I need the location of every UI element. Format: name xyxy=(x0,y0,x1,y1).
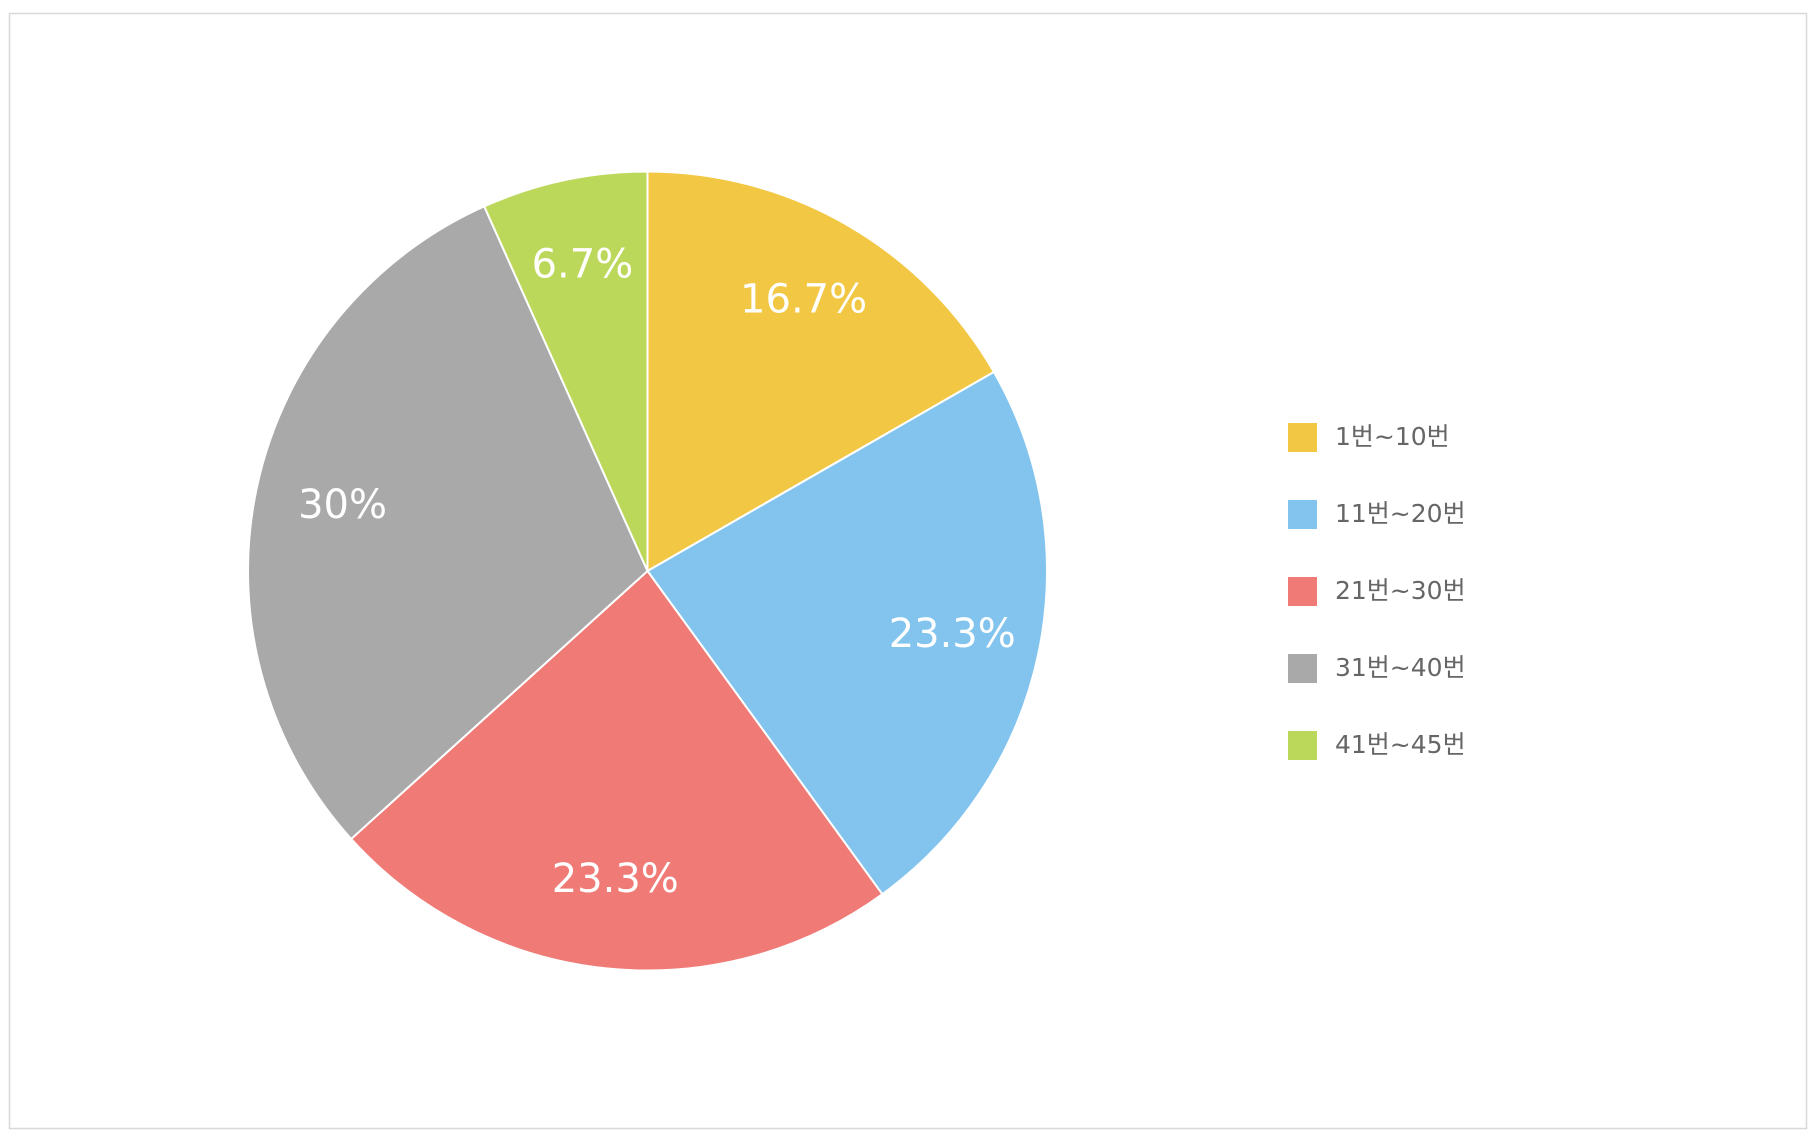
slice-label: 6.7% xyxy=(532,241,634,287)
legend-swatch xyxy=(1288,577,1317,606)
legend-swatch xyxy=(1288,423,1317,452)
pie-slice xyxy=(646,170,996,573)
legend-label: 11번~20번 xyxy=(1335,499,1466,528)
legend-label: 31번~40번 xyxy=(1335,653,1466,682)
legend-swatch xyxy=(1288,731,1317,760)
slice-label: 30% xyxy=(298,482,387,528)
pie-slice xyxy=(646,370,1048,896)
slice-labels: 16.7% 23.3% 23.3% 30% 6.7% xyxy=(298,241,1016,902)
slice-label: 16.7% xyxy=(740,276,867,322)
slice-label: 23.3% xyxy=(552,856,679,902)
legend-swatch xyxy=(1288,654,1317,683)
slice-label: 23.3% xyxy=(889,611,1016,657)
legend-label: 41번~45번 xyxy=(1335,730,1466,759)
legend-label: 21번~30번 xyxy=(1335,576,1466,605)
legend-label: 1번~10번 xyxy=(1335,422,1450,451)
pie-slice xyxy=(247,205,649,841)
pie xyxy=(247,170,1048,972)
legend: 1번~10번 11번~20번 21번~30번 31번~40번 41번~45번 xyxy=(1288,422,1466,760)
pie-slice xyxy=(482,170,649,572)
legend-swatch xyxy=(1288,500,1317,529)
pie-slice xyxy=(349,569,884,972)
